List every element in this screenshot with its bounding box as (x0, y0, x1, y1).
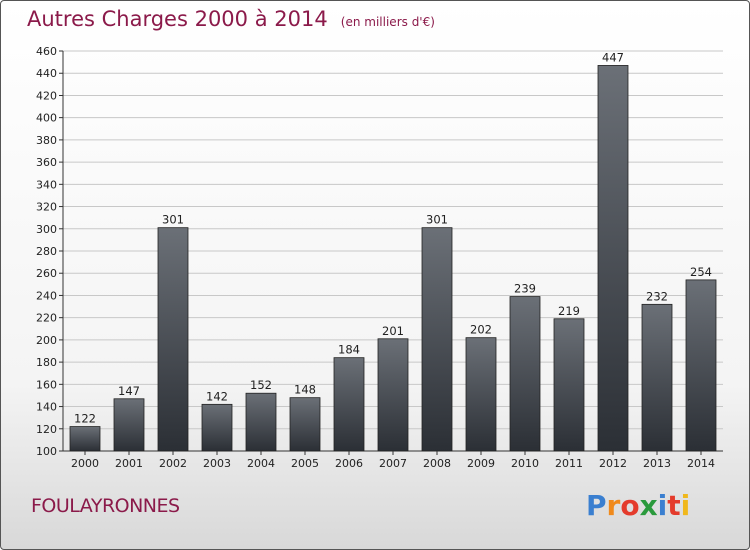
bar-value-label: 219 (558, 304, 580, 318)
bar (201, 403, 233, 452)
bar (641, 303, 673, 452)
commune-name: FOULAYRONNES (31, 495, 180, 517)
bar (289, 397, 321, 452)
x-tick-label: 2005 (291, 457, 319, 470)
x-tick-label: 2002 (159, 457, 187, 470)
y-tick-label: 200 (36, 334, 57, 347)
logo-letter: i (657, 489, 668, 522)
y-tick-label: 100 (36, 445, 57, 458)
bar (685, 279, 717, 452)
bar (157, 227, 189, 452)
proxiti-logo: Proxiti (586, 489, 690, 522)
x-tick-label: 2010 (511, 457, 539, 470)
bar-value-label: 239 (514, 282, 536, 296)
y-tick-label: 460 (36, 45, 57, 58)
logo-letter: P (586, 489, 607, 522)
bar (553, 318, 585, 452)
y-tick-label: 140 (36, 401, 57, 414)
y-tick-label: 220 (36, 312, 57, 325)
bar (597, 65, 629, 452)
x-tick-label: 2003 (203, 457, 231, 470)
x-tick-label: 2000 (71, 457, 99, 470)
bar-value-label: 254 (690, 265, 712, 279)
y-tick-label: 420 (36, 89, 57, 102)
bar (113, 398, 145, 452)
logo-letter: o (620, 489, 640, 522)
x-tick-label: 2009 (467, 457, 495, 470)
y-tick-label: 160 (36, 378, 57, 391)
x-tick-label: 2001 (115, 457, 143, 470)
x-tick-label: 2008 (423, 457, 451, 470)
bar-value-label: 148 (294, 383, 316, 397)
x-tick-label: 2013 (643, 457, 671, 470)
chart-subtitle: (en milliers d'€) (340, 15, 435, 29)
bar-value-label: 142 (206, 389, 228, 403)
chart-title-group: Autres Charges 2000 à 2014 (en milliers … (27, 7, 435, 31)
bar (69, 426, 101, 452)
y-tick-label: 440 (36, 67, 57, 80)
bar-value-label: 202 (470, 323, 492, 337)
y-tick-label: 380 (36, 134, 57, 147)
y-tick-label: 120 (36, 423, 57, 436)
y-tick-label: 300 (36, 223, 57, 236)
bar (377, 338, 409, 452)
y-tick-label: 340 (36, 178, 57, 191)
bar (421, 227, 453, 452)
bar-value-label: 301 (426, 213, 448, 227)
bar (333, 357, 365, 452)
x-tick-label: 2007 (379, 457, 407, 470)
y-tick-label: 280 (36, 245, 57, 258)
logo-letter: r (606, 489, 621, 522)
y-tick-label: 320 (36, 201, 57, 214)
logo-letter: x (639, 489, 658, 522)
bar-value-label: 232 (646, 289, 668, 303)
bar (465, 337, 497, 452)
bar-value-label: 184 (338, 343, 360, 357)
x-tick-label: 2004 (247, 457, 275, 470)
x-tick-label: 2006 (335, 457, 363, 470)
bar (245, 392, 277, 452)
y-tick-label: 400 (36, 112, 57, 125)
bar-value-label: 447 (602, 50, 624, 64)
x-tick-label: 2012 (599, 457, 627, 470)
y-tick-label: 240 (36, 289, 57, 302)
y-tick-label: 180 (36, 356, 57, 369)
y-tick-label: 260 (36, 267, 57, 280)
x-tick-label: 2011 (555, 457, 583, 470)
logo-letter: t (667, 489, 681, 522)
bar-value-label: 122 (74, 412, 96, 426)
bar (509, 296, 541, 452)
bar-value-label: 152 (250, 378, 272, 392)
chart-title: Autres Charges 2000 à 2014 (27, 7, 328, 31)
bar-value-label: 147 (118, 384, 140, 398)
bar-value-label: 301 (162, 213, 184, 227)
bar-value-label: 201 (382, 324, 404, 338)
x-tick-label: 2014 (687, 457, 715, 470)
y-tick-label: 360 (36, 156, 57, 169)
logo-letter: i (680, 489, 691, 522)
